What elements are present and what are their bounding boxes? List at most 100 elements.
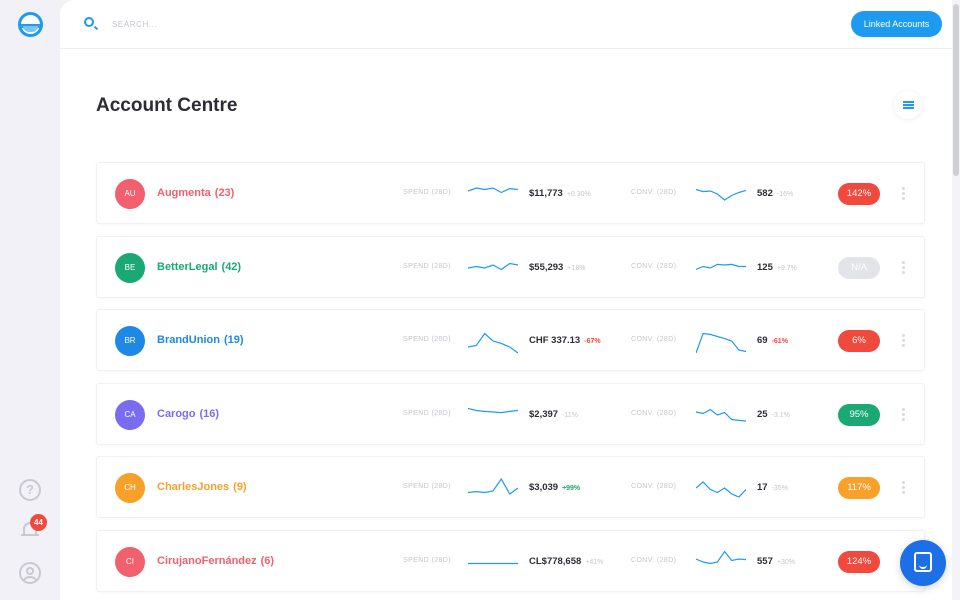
conv-sparkline: [696, 263, 746, 270]
spend-value: $11,773 +0.30%: [529, 188, 591, 199]
performance-pill: 124%: [838, 550, 880, 573]
spend-value: $55,293 +18%: [529, 262, 585, 273]
conv-value-text: 25: [757, 408, 768, 420]
conv-sparkline: [696, 481, 746, 499]
account-row[interactable]: BR BrandUnion (19) SPEND (28D) CHF 337.13 -67…: [96, 309, 925, 372]
conv-label: CONV. (28D): [631, 189, 677, 196]
conv-value: 582 -16%: [757, 188, 793, 199]
spend-value-text: $2,397: [529, 408, 559, 420]
spend-value: CHF 337.13 -67%: [529, 335, 601, 346]
account-row[interactable]: AU Augmenta (23) SPEND (28D) $11,773 +0.30% CO…: [96, 162, 925, 224]
spend-change: +41%: [585, 558, 604, 566]
conv-change: +30%: [776, 558, 795, 566]
account-avatar: CA: [115, 399, 145, 430]
account-list: AU Augmenta (23) SPEND (28D) $11,773 +0.30% CO…: [96, 162, 925, 600]
spend-sparkline: [468, 562, 518, 565]
list-menu-button[interactable]: [894, 91, 922, 119]
account-name[interactable]: Augmenta (23): [157, 187, 234, 199]
account-count: (6): [260, 554, 275, 567]
row-more-icon[interactable]: [902, 334, 906, 350]
conv-value-text: 17: [757, 482, 768, 494]
search-icon[interactable]: [84, 17, 94, 27]
performance-pill: N/A: [838, 256, 880, 279]
account-name-text: Carogo: [157, 407, 196, 420]
account-name-text: BetterLegal: [157, 260, 218, 273]
user-profile-icon[interactable]: [19, 562, 41, 584]
conv-value-text: 557: [757, 555, 773, 567]
spend-value-text: CHF 337.13: [529, 335, 581, 347]
conv-value-text: 125: [757, 261, 773, 273]
spend-value: $2,397 -11%: [529, 409, 578, 420]
account-avatar: CI: [115, 546, 145, 577]
account-row[interactable]: CA Carogo (16) SPEND (28D) $2,397 -11% CONV. (…: [96, 382, 925, 445]
conv-value-text: 69: [757, 335, 768, 347]
spend-value-text: $3,039: [529, 482, 559, 494]
row-more-icon[interactable]: [902, 260, 906, 277]
account-name[interactable]: BrandUnion (19): [157, 334, 244, 346]
performance-pill: 95%: [838, 403, 880, 426]
account-name[interactable]: CharlesJones (9): [157, 481, 247, 493]
performance-pill: 142%: [838, 183, 880, 205]
app-logo[interactable]: [18, 12, 43, 37]
conv-label: CONV. (28D): [631, 483, 677, 491]
conv-value: 25 -3.1%: [757, 409, 790, 420]
linked-accounts-button[interactable]: Linked Accounts: [851, 11, 942, 37]
spend-label: SPEND (28D): [403, 556, 451, 564]
account-name-text: CharlesJones: [157, 481, 230, 494]
spend-label: SPEND (28D): [403, 409, 451, 417]
account-count: (23): [214, 187, 235, 199]
conv-change: -3.1%: [771, 411, 790, 419]
conv-value: 69 -61%: [757, 335, 788, 346]
conv-sparkline: [696, 550, 746, 565]
account-row[interactable]: CH CharlesJones (9) SPEND (28D) $3,039 +99% CO…: [96, 456, 925, 519]
spend-value-text: $55,293: [529, 261, 564, 273]
left-rail: ? 44: [0, 0, 60, 600]
conv-value: 557 +30%: [757, 556, 795, 567]
search-input[interactable]: [112, 16, 412, 32]
spend-sparkline: [468, 478, 518, 496]
spend-sparkline: [468, 262, 518, 270]
spend-change: -11%: [562, 411, 578, 419]
conv-label: CONV. (28D): [631, 336, 677, 344]
spend-label: SPEND (28D): [403, 262, 451, 270]
account-name[interactable]: Carogo (16): [157, 408, 219, 420]
performance-pill: 117%: [838, 477, 880, 500]
help-icon[interactable]: ?: [19, 479, 41, 501]
spend-label: SPEND (28D): [403, 336, 451, 344]
account-name-text: BrandUnion: [157, 334, 220, 347]
chat-launcher-button[interactable]: [900, 540, 946, 586]
row-more-icon[interactable]: [902, 407, 906, 424]
account-count: (42): [221, 260, 242, 273]
conv-label: CONV. (28D): [631, 409, 677, 417]
account-row[interactable]: BE BetterLegal (42) SPEND (28D) $55,293 +18% C…: [96, 235, 925, 298]
spend-value-text: $11,773: [529, 188, 563, 199]
row-more-icon[interactable]: [902, 481, 906, 497]
scrollbar[interactable]: [952, 0, 960, 600]
spend-change: -67%: [584, 338, 601, 346]
conv-value-text: 582: [757, 188, 773, 199]
account-avatar: CH: [115, 473, 145, 504]
spend-change: +0.30%: [566, 191, 591, 198]
conv-sparkline: [696, 408, 746, 422]
conv-label: CONV. (28D): [631, 262, 677, 270]
spend-label: SPEND (28D): [403, 483, 451, 491]
account-count: (16): [199, 407, 220, 420]
main-panel: Linked Accounts Account Centre AU Augment…: [60, 0, 952, 600]
spend-value-text: CL$778,658: [529, 555, 582, 567]
account-avatar: AU: [115, 179, 145, 209]
conv-change: -16%: [776, 191, 794, 198]
spend-label: SPEND (28D): [403, 189, 451, 196]
row-more-icon[interactable]: [902, 187, 906, 203]
account-name-text: CirujanoFernández: [157, 554, 257, 567]
account-name[interactable]: BetterLegal (42): [157, 261, 241, 273]
spend-value: CL$778,658 +41%: [529, 556, 603, 567]
spend-sparkline: [468, 332, 518, 354]
account-name-text: Augmenta: [157, 187, 211, 199]
account-row[interactable]: CI CirujanoFernández (6) SPEND (28D) CL$778,…: [96, 529, 925, 592]
account-avatar: BR: [115, 326, 145, 357]
account-name[interactable]: CirujanoFernández (6): [157, 555, 274, 567]
conv-sparkline: [696, 188, 746, 201]
scrollbar-thumb[interactable]: [953, 4, 959, 176]
spend-change: +99%: [562, 485, 581, 493]
account-count: (19): [223, 334, 244, 347]
